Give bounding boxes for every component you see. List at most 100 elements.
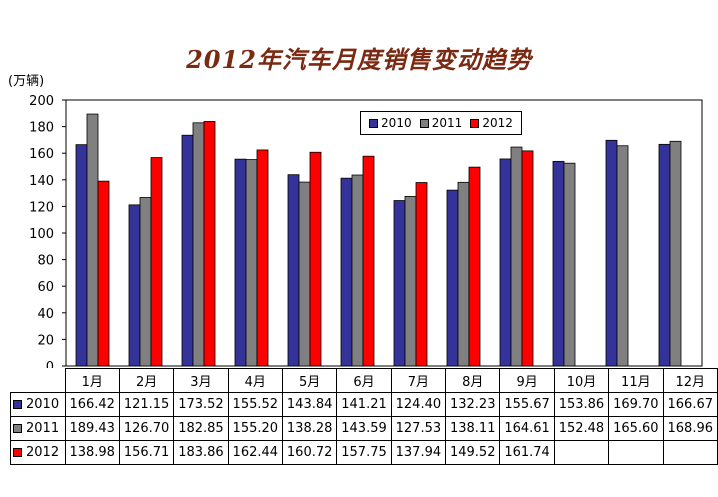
bar-2011-3: [192, 122, 205, 367]
y-tick-label: 0: [46, 360, 54, 368]
bar-2011-11: [616, 145, 629, 367]
row-label-2010: 2010: [26, 397, 60, 412]
y-tick-label: 40: [37, 307, 54, 322]
bar-2011-1: [86, 113, 99, 367]
y-tick-label: 140: [29, 174, 54, 189]
data-table: 1月 2月 3月 4月 5月 6月 7月 8月 9月 10月 11月 12月 2010 166.42 121…: [10, 368, 718, 465]
data-label-2012-12: [662, 440, 718, 465]
bar-2011-6: [351, 174, 364, 367]
data-label-2012-8: 149.52: [445, 440, 501, 465]
data-label-2012-2: 156.71: [118, 440, 175, 465]
chart-title: 2012年汽车月度销售变动趋势: [186, 45, 532, 74]
category-label: 7月: [390, 368, 447, 393]
data-label-2010-1: 166.42: [64, 392, 120, 417]
legend-item-2012: 2012: [470, 116, 513, 130]
data-label-2010-9: 155.67: [499, 392, 555, 417]
category-label: 3月: [173, 368, 229, 393]
bar-2010-4: [234, 158, 247, 367]
bar-2012-8: [468, 166, 481, 367]
bar-2010-3: [181, 134, 194, 367]
y-tick-label: 100: [29, 227, 54, 242]
category-label: 12月: [662, 368, 718, 393]
y-tick-label: 60: [37, 280, 54, 295]
data-label-2011-3: 182.85: [173, 416, 229, 441]
row-label-2012: 2012: [26, 445, 60, 460]
row-swatch-2011: [13, 424, 22, 433]
data-label-2010-7: 124.40: [390, 392, 447, 417]
bar-2011-2: [139, 197, 152, 367]
bar-2011-5: [298, 181, 311, 367]
legend-item-2011: 2011: [419, 116, 462, 130]
bar-2012-7: [415, 182, 428, 367]
data-label-2011-9: 164.61: [499, 416, 555, 441]
table-row-2011: 2011 189.43 126.70 182.85 155.20 138.28 143.59…: [10, 416, 718, 441]
data-label-2010-10: 153.86: [553, 392, 610, 417]
y-tick-label: 180: [29, 121, 54, 136]
chart-plot: 0 20 40 60 80 100 120 140 160 180 200: [29, 94, 703, 368]
data-label-2011-4: 155.20: [227, 416, 283, 441]
row-header-2012: 2012: [10, 440, 66, 465]
bar-2010-5: [287, 174, 300, 367]
data-label-2010-5: 143.84: [281, 392, 338, 417]
data-label-2011-5: 138.28: [281, 416, 338, 441]
data-label-2012-4: 162.44: [227, 440, 283, 465]
legend-label-2010: 2010: [381, 116, 412, 130]
bar-2010-8: [446, 189, 459, 367]
chart-legend: 2010 2011 2012: [360, 111, 522, 135]
data-label-2011-1: 189.43: [64, 416, 120, 441]
bar-2011-4: [245, 159, 258, 367]
data-label-2012-7: 137.94: [390, 440, 447, 465]
y-tick-label: 20: [37, 333, 54, 348]
table-corner-cell: [10, 368, 66, 393]
data-label-2011-11: 165.60: [608, 416, 664, 441]
bar-2011-10: [563, 162, 576, 367]
category-label: 10月: [553, 368, 610, 393]
bar-2012-1: [97, 180, 110, 367]
bar-2011-8: [457, 181, 470, 367]
bar-2010-7: [393, 200, 406, 367]
y-tick-label: 120: [29, 200, 54, 215]
bar-2011-9: [510, 146, 523, 367]
category-label: 1月: [64, 368, 120, 393]
table-row-2012: 2012 138.98 156.71 183.86 162.44 160.72 157.75…: [10, 440, 718, 465]
data-label-2012-11: [608, 440, 664, 465]
y-tick-label: 200: [29, 94, 54, 109]
bar-2010-11: [605, 139, 618, 367]
data-label-2010-4: 155.52: [227, 392, 283, 417]
bar-2011-12: [669, 140, 682, 367]
bar-2010-6: [340, 177, 353, 367]
bar-2012-9: [521, 150, 534, 367]
bar-2010-2: [128, 204, 141, 367]
data-label-2012-10: [553, 440, 610, 465]
y-tick-label: 80: [37, 254, 54, 269]
category-label: 2月: [118, 368, 175, 393]
data-label-2011-7: 127.53: [390, 416, 447, 441]
bar-2012-4: [256, 149, 269, 367]
data-label-2010-2: 121.15: [118, 392, 175, 417]
category-label: 6月: [336, 368, 392, 393]
plot-area: [65, 99, 703, 367]
category-label: 9月: [499, 368, 555, 393]
data-label-2011-6: 143.59: [336, 416, 392, 441]
row-header-2010: 2010: [10, 392, 66, 417]
data-label-2011-10: 152.48: [553, 416, 610, 441]
data-label-2011-8: 138.11: [445, 416, 501, 441]
bar-2010-10: [552, 160, 565, 367]
data-label-2011-2: 126.70: [118, 416, 175, 441]
data-label-2012-1: 138.98: [64, 440, 120, 465]
data-label-2010-6: 141.21: [336, 392, 392, 417]
legend-label-2012: 2012: [482, 116, 513, 130]
y-axis-unit-label: (万辆): [8, 74, 45, 89]
data-label-2010-12: 166.67: [662, 392, 718, 417]
legend-swatch-2011: [419, 118, 429, 128]
category-label: 4月: [227, 368, 283, 393]
y-tick-label: 160: [29, 147, 54, 162]
table-header-row: 1月 2月 3月 4月 5月 6月 7月 8月 9月 10月 11月 12月: [10, 368, 718, 393]
category-label: 5月: [281, 368, 338, 393]
table-row-2010: 2010 166.42 121.15 173.52 155.52 143.84 141.21…: [10, 392, 718, 417]
legend-swatch-2010: [369, 118, 379, 128]
data-label-2012-3: 183.86: [173, 440, 229, 465]
category-label: 8月: [445, 368, 501, 393]
row-header-2011: 2011: [10, 416, 66, 441]
bar-2010-9: [499, 158, 512, 367]
